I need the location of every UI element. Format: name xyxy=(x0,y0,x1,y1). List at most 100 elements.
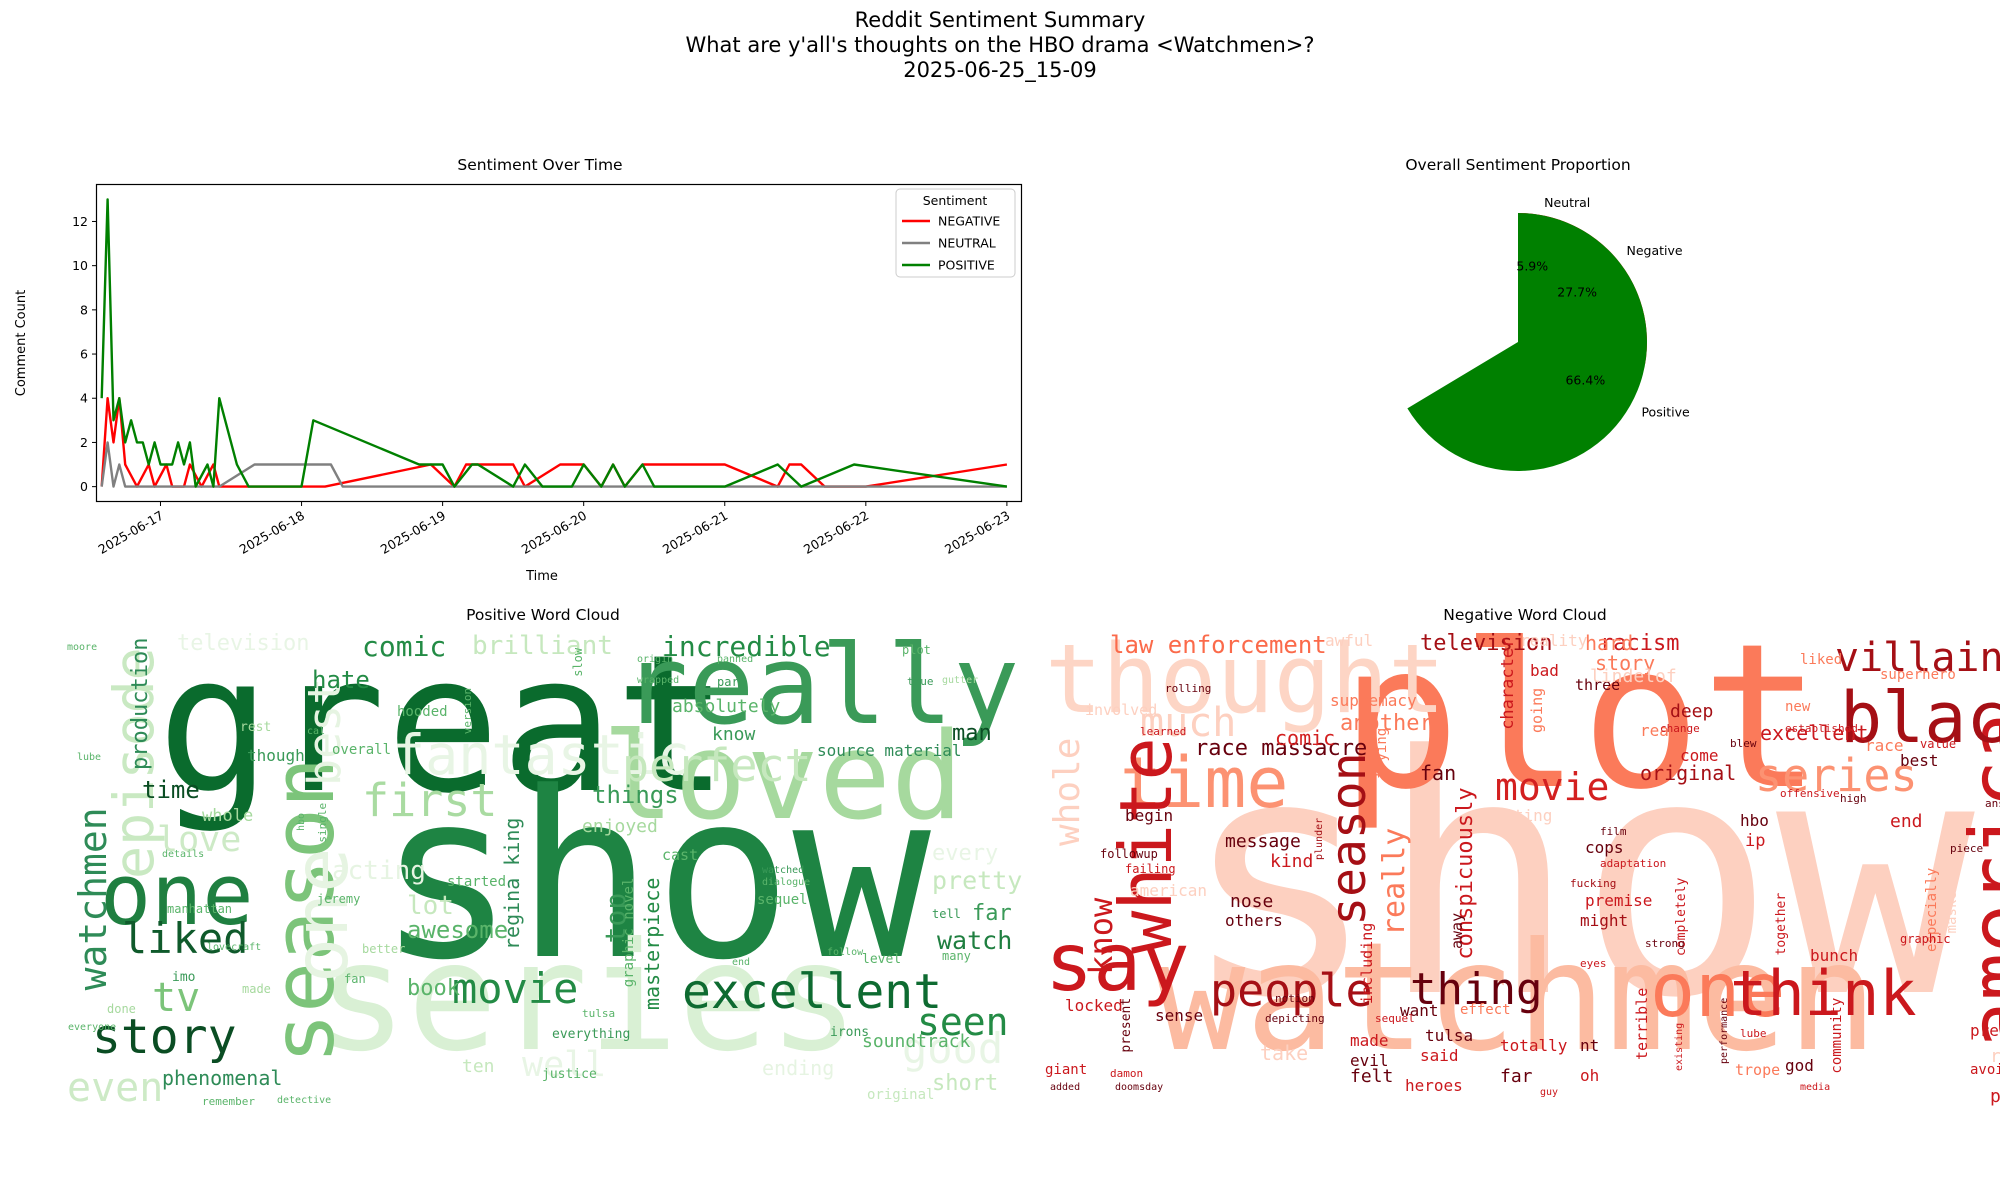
cloud-word: man xyxy=(952,721,992,746)
pie-label-neutral: Neutral xyxy=(1544,195,1590,210)
cloud-word: made xyxy=(1350,1031,1389,1050)
cloud-word: racism xyxy=(1600,631,1680,656)
cloud-word: true xyxy=(907,675,934,688)
cloud-word: evil xyxy=(1350,1051,1389,1070)
cloud-word: say xyxy=(1045,916,1190,1009)
cloud-word: terrible xyxy=(1633,987,1651,1060)
cloud-word: tulsa xyxy=(582,1007,616,1020)
y-tick-label: 2 xyxy=(80,435,88,450)
cloud-word: race massacre xyxy=(1195,736,1368,761)
cloud-word: follow xyxy=(827,947,864,958)
pie-pct-label-neutral: 5.9% xyxy=(1516,258,1548,273)
pie-chart-title: Overall Sentiment Proportion xyxy=(1405,156,1631,174)
cloud-word: started xyxy=(447,874,507,890)
cloud-word: damon xyxy=(1110,1067,1144,1080)
cloud-word: lot xyxy=(407,891,454,921)
y-axis-label: Comment Count xyxy=(14,290,29,396)
cloud-word: comic xyxy=(1275,726,1336,750)
cloud-word: fantastic xyxy=(392,723,691,787)
cloud-word: awesome xyxy=(407,916,509,944)
cloud-word: pretty xyxy=(932,866,1022,895)
cloud-word: end xyxy=(1890,811,1923,832)
cloud-word: moore xyxy=(67,642,98,653)
cloud-word: love xyxy=(157,820,242,860)
y-tick-label: 10 xyxy=(72,258,88,273)
cloud-word: remember xyxy=(202,1095,255,1108)
line-chart-title: Sentiment Over Time xyxy=(457,156,623,174)
cloud-word: overall xyxy=(332,742,392,758)
cloud-word: movie xyxy=(452,964,579,1013)
cloud-word: every xyxy=(932,841,999,866)
cloud-word: story xyxy=(92,1009,237,1065)
cloud-word: know xyxy=(1082,897,1120,975)
cloud-word: fan xyxy=(1420,761,1457,785)
cloud-word: source material xyxy=(817,741,962,760)
pie-slices xyxy=(1407,212,1648,471)
cloud-word: oh xyxy=(1580,1066,1600,1085)
y-tick-label: 4 xyxy=(80,391,88,406)
cloud-word: three xyxy=(1575,676,1621,694)
figure-title-line-2: What are y'all's thoughts on the HBO dra… xyxy=(685,33,1315,57)
legend-box xyxy=(895,188,1016,278)
cloud-word: character xyxy=(1498,637,1518,730)
cloud-word: performance xyxy=(1719,997,1730,1064)
positive-word-cloud: great show series loved really season episode o… xyxy=(62,628,1022,1109)
cloud-word: superhero xyxy=(1880,667,1956,683)
cloud-word: might xyxy=(1580,911,1629,930)
cloud-word: first xyxy=(362,774,498,827)
legend-entries: NEGATIVE NEUTRAL POSITIVE xyxy=(902,214,1000,273)
cloud-word: piece xyxy=(1950,842,1984,855)
cloud-word: television xyxy=(1420,631,1553,656)
cloud-word: even xyxy=(67,1065,164,1108)
cloud-word: wrapped xyxy=(637,675,680,686)
legend-label-neutral: NEUTRAL xyxy=(938,236,996,251)
cloud-word: adaptation xyxy=(1600,857,1667,870)
cloud-word: everything xyxy=(552,1027,631,1042)
cloud-word: loved xyxy=(602,708,964,847)
cloud-word: book xyxy=(407,976,460,1001)
cloud-word: american xyxy=(1130,881,1208,900)
cloud-word: time xyxy=(1120,742,1289,824)
cloud-word: lovecraft xyxy=(207,942,262,953)
cloud-word: dialogue xyxy=(762,877,811,888)
cloud-word: jeremy xyxy=(317,892,361,906)
cloud-word: kind xyxy=(1270,851,1314,872)
cloud-word: liked xyxy=(1800,652,1843,668)
cloud-word: established xyxy=(1785,722,1858,735)
cloud-word: irons xyxy=(830,1025,870,1040)
cloud-word: deep xyxy=(1670,701,1714,722)
cloud-word: justice xyxy=(542,1067,597,1082)
cloud-word: plot xyxy=(1340,628,1822,834)
cloud-word: show xyxy=(1180,686,1975,1070)
cloud-word: hbo xyxy=(1740,811,1769,830)
cloud-word: single xyxy=(316,802,329,843)
cloud-word: one xyxy=(1650,946,1786,1034)
cloud-word: acting xyxy=(332,856,426,886)
cloud-word: tv xyxy=(152,975,201,1021)
cloud-word: better xyxy=(362,942,406,956)
cloud-word: take xyxy=(1260,1041,1309,1065)
cloud-word: doomsday xyxy=(1115,1082,1164,1093)
cloud-word: black xyxy=(1840,677,2000,759)
cloud-word: ip xyxy=(1745,831,1766,851)
cloud-word: premise xyxy=(1585,891,1653,910)
cloud-word: everyone xyxy=(68,1022,117,1033)
cloud-word: ten xyxy=(462,1056,495,1077)
cloud-word: real xyxy=(1640,721,1679,740)
pie-label-negative: Negative xyxy=(1626,243,1682,258)
pie-pct-label-negative: 27.7% xyxy=(1557,285,1597,300)
cloud-word: hard xyxy=(1585,631,1634,655)
cloud-word: gutter xyxy=(942,675,979,686)
cloud-word: excellent xyxy=(682,964,943,1020)
cloud-word: version xyxy=(461,687,474,735)
cloud-word: media xyxy=(1800,1082,1831,1093)
legend: Sentiment NEGATIVE NEUTRAL POSITIVE xyxy=(895,188,1016,278)
cloud-word: good xyxy=(902,1024,1004,1073)
cloud-word: giant xyxy=(1045,1062,1088,1078)
cloud-word: things xyxy=(592,781,679,809)
cloud-word: new xyxy=(1785,699,1811,715)
cloud-word: film xyxy=(1600,825,1627,838)
y-tick-label: 0 xyxy=(80,479,88,494)
cloud-word: depicting xyxy=(1265,1012,1325,1025)
